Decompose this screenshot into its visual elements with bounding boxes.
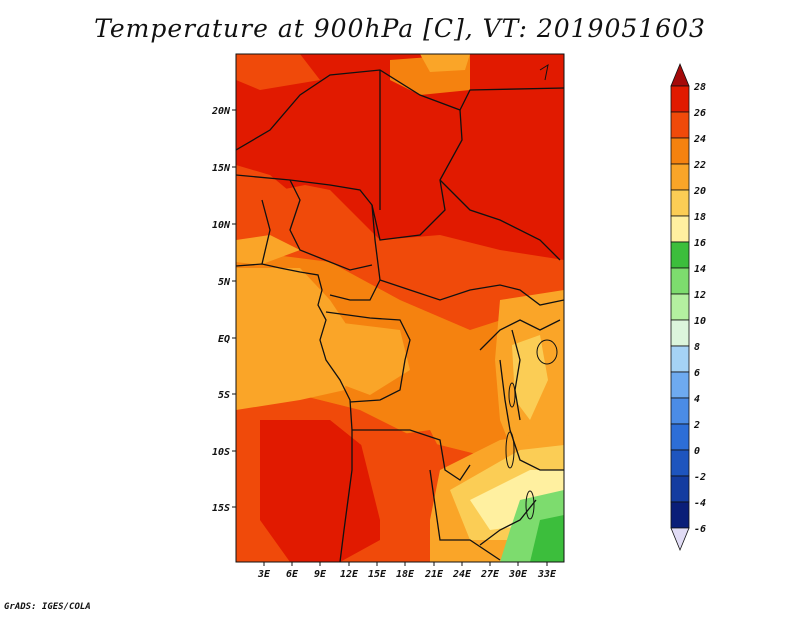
colorbar-label: -4 <box>694 498 706 509</box>
colorbar-swatch <box>670 85 690 113</box>
colorbar-swatch <box>670 423 690 451</box>
colorbar-swatch <box>670 189 690 217</box>
colorbar-label: 6 <box>694 368 700 379</box>
colorbar-label: 28 <box>693 82 706 93</box>
colorbar-label: -6 <box>694 524 706 535</box>
colorbar-swatch <box>670 371 690 399</box>
colorbar-swatch <box>670 449 690 477</box>
colorbar-swatch <box>670 241 690 269</box>
colorbar-label: 18 <box>694 212 706 223</box>
lon-label: 9E <box>314 569 327 580</box>
colorbar-label: 2 <box>693 420 700 431</box>
colorbar-labels: 28 26 24 22 20 18 16 14 12 10 8 6 4 2 0 … <box>693 82 706 535</box>
colorbar-swatch <box>670 215 690 243</box>
lon-label: 24E <box>452 569 472 580</box>
colorbar-arrow-bottom <box>670 527 690 552</box>
lat-label: EQ <box>218 334 230 345</box>
colorbar-swatch <box>670 475 690 503</box>
lat-label: 15S <box>212 503 230 514</box>
lon-label: 21E <box>424 569 444 580</box>
lon-label: 18E <box>396 569 415 580</box>
lat-label: 15N <box>212 163 231 174</box>
lon-label: 3E <box>257 569 271 580</box>
lat-axis: 20N 15N 10N 5N EQ 5S 10S 15S <box>211 106 236 514</box>
colorbar-arrow-top <box>670 62 690 87</box>
colorbar-swatch <box>670 397 690 425</box>
colorbar-swatch <box>670 345 690 373</box>
lat-label: 10S <box>212 447 230 458</box>
colorbar-label: 24 <box>693 134 706 145</box>
lat-label: 20N <box>211 106 231 117</box>
lon-label: 33E <box>537 569 557 580</box>
colorbar-swatch <box>670 137 690 165</box>
colorbar <box>670 62 690 552</box>
colorbar-label: 14 <box>694 264 706 275</box>
lat-label: 10N <box>212 220 231 231</box>
colorbar-swatch <box>670 111 690 139</box>
colorbar-label: -2 <box>694 472 706 483</box>
colorbar-label: 10 <box>694 316 706 327</box>
colorbar-label: 26 <box>693 108 706 119</box>
lakes <box>505 63 558 520</box>
lat-label: 5N <box>218 277 231 288</box>
colorbar-swatch <box>670 293 690 321</box>
colorbar-label: 12 <box>694 290 706 301</box>
colorbar-swatch <box>670 267 690 295</box>
map-title: Temperature at 900hPa [C], VT: 201905160… <box>94 14 706 43</box>
lon-label: 12E <box>340 569 359 580</box>
grads-credit: GrADS: IGES/COLA <box>4 602 91 612</box>
colorbar-swatch <box>670 501 690 529</box>
temperature-field <box>236 54 564 562</box>
colorbar-label: 8 <box>694 342 700 353</box>
lat-label: 5S <box>218 390 230 401</box>
colorbar-label: 4 <box>694 394 700 405</box>
country-borders <box>236 69 564 562</box>
colorbar-swatch <box>670 319 690 347</box>
lon-axis: 3E 6E 9E 12E 15E 18E 21E 24E 27E 30E 33E <box>257 562 557 580</box>
colorbar-label: 16 <box>694 238 706 249</box>
colorbar-swatch <box>670 163 690 191</box>
colorbar-label: 22 <box>693 160 706 171</box>
colorbar-label: 20 <box>693 186 706 197</box>
map-frame <box>235 53 565 563</box>
lon-label: 27E <box>480 569 500 580</box>
colorbar-label: 0 <box>694 446 700 457</box>
lon-label: 15E <box>368 569 387 580</box>
lon-label: 6E <box>286 569 299 580</box>
lon-label: 30E <box>508 569 528 580</box>
